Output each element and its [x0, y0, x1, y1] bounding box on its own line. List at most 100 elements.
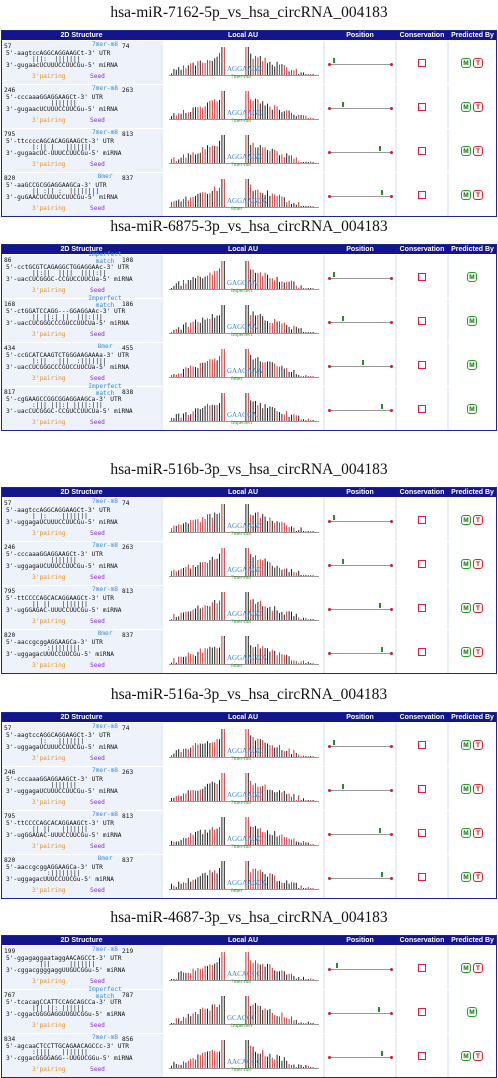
- conservation-box: [418, 648, 426, 656]
- au-bar: [252, 1046, 254, 1068]
- au-site-sequence: AGGAAGC: [227, 610, 262, 618]
- au-bar: [250, 354, 252, 377]
- au-bar: [199, 192, 201, 207]
- position-track: [329, 565, 391, 566]
- au-bar: [276, 321, 278, 333]
- column-header: Predicted By: [451, 714, 494, 721]
- conservation-box: [418, 829, 426, 837]
- au-bar: [192, 196, 194, 207]
- position-track: [329, 878, 391, 879]
- au-bar: [264, 832, 266, 845]
- au-site-sequence: AGGAAGC: [227, 153, 262, 161]
- au-bar: [202, 1007, 204, 1024]
- au-bar: [190, 790, 192, 801]
- pairing-bars: || :|| : ||||||||: [32, 188, 100, 195]
- au-bar: [269, 744, 271, 757]
- au-bar: [190, 973, 192, 980]
- au-bar: [257, 1005, 259, 1024]
- predicted-by-cell: M: [449, 255, 496, 298]
- au-bar: [190, 653, 192, 664]
- au-bar: [202, 516, 204, 532]
- au-bar: [219, 140, 220, 163]
- au-bar: [262, 514, 264, 532]
- au-bar: [173, 525, 175, 532]
- table-header: 2D Structure Local AU Position Conservation…: [2, 488, 496, 497]
- au-bar: [264, 105, 266, 119]
- position-track: [329, 152, 391, 153]
- au-bar: [293, 838, 295, 845]
- au-bar: [283, 1057, 285, 1068]
- au-bar: [283, 790, 285, 801]
- au-bar: [211, 556, 213, 576]
- au-bar-chart: [169, 135, 319, 164]
- au-bar: [303, 115, 304, 119]
- au-bar: [259, 145, 261, 163]
- au-bar: [195, 970, 196, 980]
- au-bar: [307, 288, 309, 289]
- au-bar: [279, 1016, 280, 1024]
- site-type: 8mer: [97, 343, 113, 350]
- conservation-cell: [397, 255, 447, 298]
- au-bar: [257, 828, 259, 845]
- au-bar: [207, 741, 208, 757]
- au-bar: [211, 191, 213, 207]
- au-bar: [259, 739, 261, 757]
- au-bar: [245, 773, 247, 801]
- pairing-bars: :|||| |||||||: [32, 1049, 92, 1056]
- mirna-sequence: 3'-cggacGGGGAGG--UUGUCGGu-5' miRNA: [6, 1055, 133, 1062]
- au-bar: [271, 565, 273, 576]
- au-bar: [245, 861, 247, 889]
- conservation-cell: [397, 990, 447, 1033]
- au-bar: [274, 408, 276, 421]
- au-bar: [199, 648, 201, 664]
- targetscan-badge: T: [473, 146, 483, 156]
- au-bar: [257, 99, 259, 119]
- site-marker: [379, 146, 382, 151]
- au-site-sequence: AGGAAGC: [227, 835, 262, 843]
- au-bar: [312, 575, 314, 576]
- au-bar: [291, 660, 292, 664]
- au-bar: [300, 800, 302, 801]
- au-bar: [192, 968, 194, 980]
- au-bar: [264, 966, 266, 980]
- au-bar: [245, 996, 247, 1024]
- au-bar: [310, 206, 312, 207]
- track-end-dot: [390, 321, 393, 324]
- au-bar: [288, 371, 290, 377]
- au-bar: [171, 1022, 172, 1024]
- conservation-box: [418, 147, 426, 155]
- au-bar: [180, 612, 182, 620]
- au-bar: [195, 366, 196, 377]
- au-bar: [171, 73, 172, 75]
- au-bar: [303, 419, 304, 421]
- au-bar: [288, 71, 290, 75]
- au-bar: [276, 881, 278, 889]
- column-header: Predicted By: [451, 32, 494, 39]
- structure-cell: 795 813 7mer-m8 5'-ttccccAGCACAGGAAGCt-3' U…: [2, 129, 161, 172]
- table-row: 434 455 8mer 5'-ccGCATCAAGTCTGGGAAGAAAa-3' …: [2, 342, 496, 386]
- structure-cell: 767 787 Imperfect match 5'-tcacagCCATTCCAGC…: [2, 986, 161, 1033]
- au-bar: [173, 113, 175, 119]
- au-bar: [185, 283, 187, 289]
- pairing-label: 3'pairing: [32, 375, 66, 382]
- au-bar: [264, 558, 266, 576]
- site-type: 7mer-m8: [91, 586, 119, 593]
- au-site-sequence: AGGAAGC: [227, 566, 262, 574]
- au-bar: [209, 1050, 211, 1068]
- au-bar: [298, 161, 300, 163]
- conservation-box: [418, 317, 426, 325]
- mirna-sequence: 3'-uggagaUCUUUCCUUCGu-5' miRNA: [6, 788, 118, 795]
- au-bar: [281, 834, 283, 845]
- section-title: hsa-miR-6875-3p_vs_hsa_circRNA_004183: [110, 218, 388, 235]
- au-bar: [221, 393, 223, 421]
- au-bar: [257, 1053, 259, 1068]
- au-bar: [223, 179, 225, 207]
- mirna-sequence: 3'-ugGGAGAC-UUUCCUUCGu-5' miRNA: [6, 607, 122, 614]
- track-start-dot: [328, 195, 331, 198]
- au-bar: [293, 369, 295, 377]
- au-bar: [269, 151, 271, 163]
- au-bar: [255, 55, 256, 75]
- au-bar: [300, 527, 302, 532]
- au-bar: [274, 650, 276, 664]
- position-cell: [325, 630, 395, 673]
